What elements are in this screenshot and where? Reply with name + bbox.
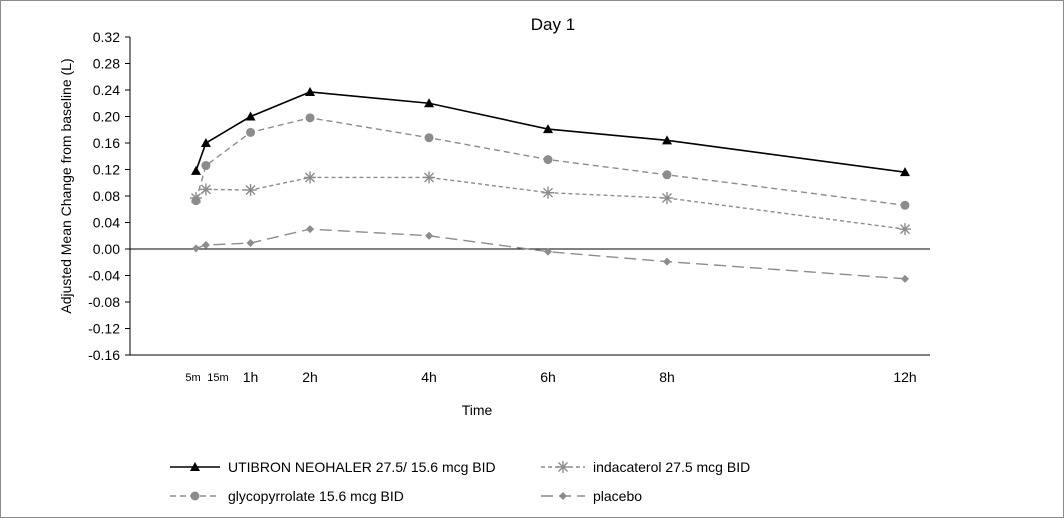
- legend-item-1: indacaterol 27.5 mcg BID: [541, 459, 750, 475]
- y-tick-label: 0.20: [93, 109, 120, 125]
- data-point: [192, 244, 200, 253]
- data-point: [424, 98, 435, 108]
- y-tick-label: 0.04: [93, 215, 120, 231]
- y-tick-label: 0.32: [93, 29, 120, 45]
- x-tick-label: 6h: [540, 369, 556, 385]
- x-tick-label: 4h: [421, 369, 437, 385]
- data-point: [424, 133, 434, 143]
- y-tick-label: 0.00: [93, 241, 120, 257]
- data-point: [200, 138, 211, 147]
- series-1: [190, 171, 911, 236]
- axes: 0.32 0.28 0.24 0.20 0.16 0.12 0.08 0.04 0.00 -0.0…: [88, 29, 930, 385]
- data-point: [662, 170, 672, 180]
- y-tick-label: 0.08: [93, 188, 120, 204]
- data-point: [191, 165, 201, 175]
- legend-marker: [190, 462, 200, 471]
- x-tick-label: 1h: [243, 369, 259, 385]
- x-tick-label: 12h: [893, 369, 916, 385]
- data-point: [425, 231, 434, 240]
- data-point: [900, 200, 910, 210]
- data-point: [246, 127, 256, 137]
- y-axis-title: Adjusted Mean Change from baseline (L): [58, 58, 74, 313]
- legend-label: glycopyrrolate 15.6 mcg BID: [228, 488, 404, 504]
- y-tick-label: 0.28: [93, 56, 120, 72]
- series-3: [192, 225, 909, 283]
- data-point: [662, 135, 673, 145]
- data-point: [899, 223, 911, 236]
- data-point: [305, 86, 316, 96]
- data-point: [663, 257, 672, 266]
- x-tick-label: 15m: [207, 372, 228, 384]
- legend-marker: [557, 461, 569, 473]
- y-tick-label: -0.12: [88, 321, 120, 337]
- y-tick-label: 0.12: [93, 162, 120, 178]
- data-point: [304, 171, 317, 184]
- data-point: [900, 167, 910, 177]
- legend-label: placebo: [593, 488, 642, 504]
- legend-marker: [559, 492, 567, 500]
- data-point: [244, 184, 257, 197]
- y-tick-label: -0.08: [88, 294, 120, 310]
- x-axis-title: Time: [462, 402, 493, 418]
- legend-item-0: UTIBRON NEOHALER 27.5/ 15.6 mcg BID: [170, 459, 496, 475]
- data-point: [201, 241, 210, 250]
- data-point: [201, 161, 211, 171]
- data-point: [423, 171, 436, 184]
- data-point: [542, 186, 555, 199]
- x-tick-label: 2h: [302, 369, 318, 385]
- series-line: [195, 176, 906, 230]
- legend-label: UTIBRON NEOHALER 27.5/ 15.6 mcg BID: [228, 459, 496, 475]
- legend-label: indacaterol 27.5 mcg BID: [593, 459, 750, 475]
- y-tick-label: -0.16: [88, 347, 120, 363]
- data-point: [543, 124, 554, 134]
- y-tick-label: 0.24: [93, 82, 120, 98]
- x-tick-label: 5m: [185, 372, 200, 384]
- series-line: [195, 117, 906, 206]
- series-2: [191, 113, 910, 210]
- data-point: [543, 155, 553, 165]
- legend-marker: [190, 491, 200, 501]
- series-layer: [190, 86, 911, 283]
- y-tick-label: -0.04: [88, 268, 120, 284]
- chart-title: Day 1: [531, 15, 575, 34]
- data-point: [661, 191, 674, 204]
- data-point: [199, 183, 212, 196]
- series-0: [191, 86, 910, 177]
- data-point: [245, 111, 256, 121]
- data-point: [305, 113, 315, 123]
- data-point: [901, 274, 909, 283]
- data-point: [191, 196, 201, 206]
- x-tick-label: 8h: [659, 369, 675, 385]
- data-point: [306, 225, 315, 234]
- data-point: [246, 239, 255, 248]
- series-line: [195, 91, 906, 173]
- series-line: [195, 228, 906, 280]
- y-tick-label: 0.16: [93, 135, 120, 151]
- legend-item-2: glycopyrrolate 15.6 mcg BID: [170, 488, 404, 504]
- legend-item-3: placebo: [541, 488, 642, 504]
- legend: UTIBRON NEOHALER 27.5/ 15.6 mcg BID indac…: [170, 459, 750, 504]
- data-point: [544, 247, 553, 256]
